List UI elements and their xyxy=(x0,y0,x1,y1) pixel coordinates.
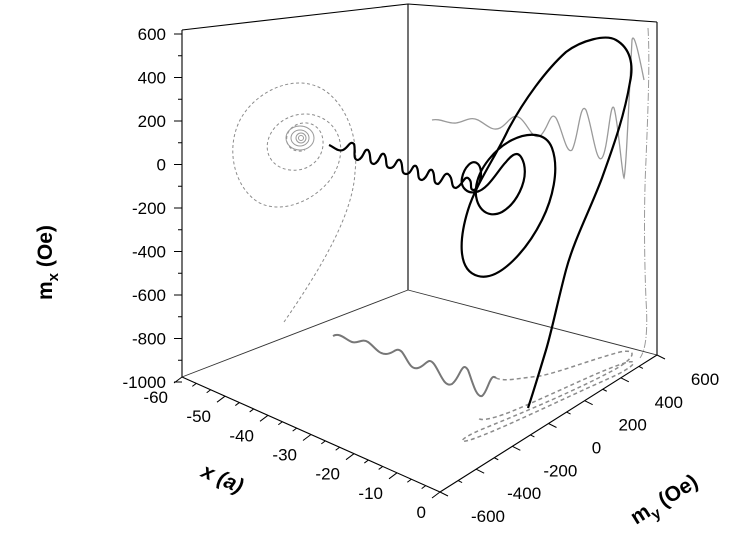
my-minor-tick xyxy=(494,457,499,461)
my-major-tick xyxy=(512,445,521,451)
vertical-tick-label: 400 xyxy=(138,69,166,88)
x-minor-tick xyxy=(292,427,297,432)
my-major-tick xyxy=(584,400,593,406)
projection-right-wall-oscillation xyxy=(431,37,645,180)
projection-back-wall-outer-spiral xyxy=(232,82,357,323)
x-tick-label: -50 xyxy=(186,407,211,426)
vertical-tick-label: 600 xyxy=(138,25,166,44)
vertical-tick-label: 200 xyxy=(138,112,166,131)
my-tick-label: 200 xyxy=(618,416,646,435)
vertical-tick-label: 0 xyxy=(157,156,166,175)
vertical-axis-title: mx (Oe) xyxy=(34,225,62,300)
x-axis-title-group: x (a) xyxy=(197,459,247,498)
my-axis-ticks: -600-400-200 0 200 400 600 xyxy=(439,354,719,526)
my-major-tick xyxy=(548,423,557,428)
x-tick-label: 0 xyxy=(417,503,426,522)
vertical-tick-label: -200 xyxy=(132,199,166,218)
x-major-tick xyxy=(173,376,183,384)
trajectory-3d xyxy=(328,36,633,409)
x-axis-ticks: -60 -50 -40 -30 -20 -10 0 xyxy=(143,376,441,522)
x-major-tick xyxy=(388,472,398,480)
x-minor-tick xyxy=(364,459,369,464)
x-minor-tick xyxy=(321,440,326,445)
projection-floor-oscillation xyxy=(332,333,497,398)
x-minor-tick xyxy=(192,382,197,387)
x-tick-label: -20 xyxy=(315,465,340,484)
x-minor-tick xyxy=(407,478,412,483)
x-major-tick xyxy=(302,434,312,441)
floor-back-right-edge xyxy=(407,289,658,356)
my-axis-title: my (Oe) xyxy=(626,470,704,533)
my-major-tick xyxy=(656,354,666,360)
my-minor-tick xyxy=(530,434,535,438)
my-tick-label: -600 xyxy=(471,507,505,526)
x-minor-tick xyxy=(206,389,211,394)
projection-right-wall-vertical xyxy=(639,27,650,359)
vertical-tick-label: -600 xyxy=(132,286,166,305)
my-tick-label: 600 xyxy=(691,370,719,389)
vertical-tick-label: -400 xyxy=(132,243,166,262)
my-major-tick xyxy=(439,491,449,497)
spiral-core-ring-1 xyxy=(285,125,315,151)
my-major-tick xyxy=(475,468,485,474)
x-minor-tick xyxy=(249,408,254,413)
vertical-tick-label: -1000 xyxy=(123,373,166,392)
x-axis-title: x (a) xyxy=(197,459,247,498)
my-tick-label: -400 xyxy=(507,484,541,503)
my-tick-label: 400 xyxy=(655,393,683,412)
x-minor-tick xyxy=(378,466,383,470)
x-major-tick xyxy=(259,414,269,422)
x-major-tick xyxy=(216,395,226,403)
x-major-tick xyxy=(345,453,355,461)
my-tick-label: 0 xyxy=(592,439,601,458)
x-tick-label: -60 xyxy=(143,388,168,407)
projection-spiral-core xyxy=(285,125,315,151)
spiral-core-ring-3 xyxy=(295,132,307,144)
my-axis-title-group: my (Oe) xyxy=(626,470,704,533)
projection-mx-my-dashed xyxy=(232,82,357,323)
x-tick-label: -10 xyxy=(358,484,383,503)
back-right-top-edge xyxy=(407,3,658,23)
my-tick-label: -200 xyxy=(543,461,577,480)
box-frame xyxy=(181,3,658,493)
spiral-core-ring-4 xyxy=(298,135,304,141)
my-minor-tick xyxy=(602,388,607,392)
x-minor-tick xyxy=(278,421,283,426)
x-minor-tick xyxy=(421,485,426,490)
my-minor-tick xyxy=(638,365,644,369)
x-tick-label: -40 xyxy=(229,426,254,445)
projection-floor-dashed-loops xyxy=(461,350,635,442)
my-minor-tick xyxy=(457,480,463,484)
x-tick-label: -30 xyxy=(272,446,297,465)
my-major-tick xyxy=(620,377,630,383)
x-minor-tick xyxy=(335,446,340,451)
vertical-axis-ticks: 600 400 200 0 -200 -400 -600 -800 -1000 xyxy=(123,25,182,392)
floor-back-left-edge xyxy=(181,289,409,378)
my-minor-tick xyxy=(566,411,571,415)
vertical-tick-label: -800 xyxy=(132,330,166,349)
spiral-core-ring-2 xyxy=(290,129,310,147)
mx-axis-title: mx (Oe) xyxy=(34,225,62,300)
curves xyxy=(232,27,650,442)
x-major-tick xyxy=(431,491,441,499)
back-left-top-edge xyxy=(181,3,409,31)
x-minor-tick xyxy=(235,402,240,406)
